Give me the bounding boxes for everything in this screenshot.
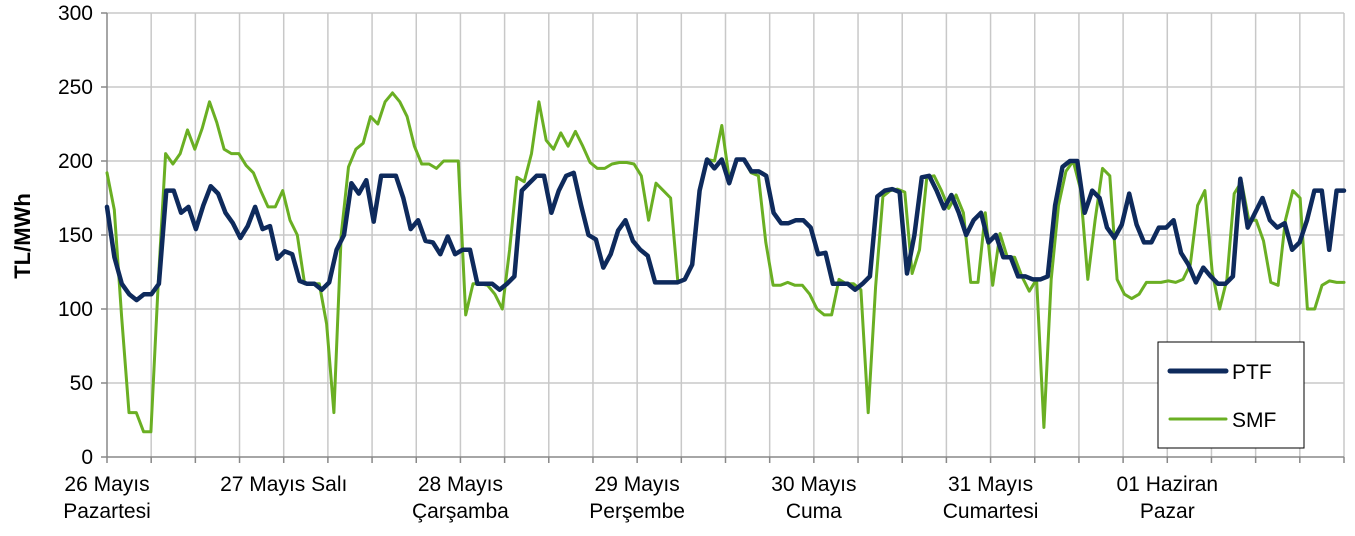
x-tick-label-line: Çarşamba [412,500,509,523]
x-tick-label: 01 Haziran Pazar [1117,473,1219,523]
y-tick-label: 300 [58,2,93,25]
legend-label-smf: SMF [1232,409,1276,432]
x-tick-label: 28 Mayıs Çarşamba [412,473,509,523]
x-tick-label-line: 28 Mayıs [418,473,503,496]
legend-label-ptf: PTF [1232,361,1272,384]
x-tick-label: 27 Mayıs Salı [220,473,347,496]
y-tick-label: 0 [81,446,93,469]
x-tick-label-line: 31 Mayıs [948,473,1033,496]
x-tick-label: 29 Mayıs Perşembe [589,473,685,523]
y-tick-label: 50 [70,372,93,395]
y-tick-label: 250 [58,76,93,99]
y-tick-label: 100 [58,298,93,321]
y-tick-label: 150 [58,224,93,247]
y-tick-label: 200 [58,150,93,173]
x-tick-labels: 26 Mayıs Pazartesi 27 Mayıs Salı 28 Mayıs Ça… [63,473,1218,523]
x-tick-label-line: Perşembe [589,500,685,523]
x-tick-label-line: 30 Mayıs [771,473,856,496]
x-tick-label-line: 01 Haziran [1117,473,1219,496]
x-tick-label: 30 Mayıs Cuma [771,473,856,523]
x-tick-label-line: Pazar [1140,500,1195,523]
y-tick-labels: 0 50 100 150 200 250 300 [58,2,93,469]
x-tick-label-line: 27 Mayıs Salı [220,473,347,496]
x-tick-label-line: Cumartesi [943,500,1039,523]
x-tick-label: 26 Mayıs Pazartesi [63,473,151,523]
x-tick-label-line: 29 Mayıs [595,473,680,496]
x-tick-label-line: 26 Mayıs [64,473,149,496]
x-tick-label-line: Pazartesi [63,500,151,523]
legend-box [1158,342,1304,448]
x-tick-label: 31 Mayıs Cumartesi [943,473,1039,523]
y-axis-label: TL/MWh [10,193,35,279]
x-tick-label-line: Cuma [786,500,842,523]
legend: PTF SMF [1158,342,1304,448]
